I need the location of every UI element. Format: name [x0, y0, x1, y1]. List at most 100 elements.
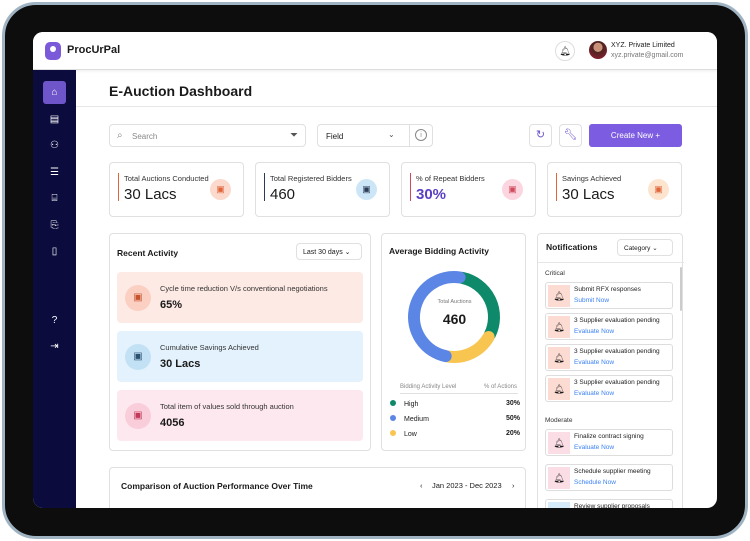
notification-item: 🔔︎ Submit RFX responses Submit Now: [545, 282, 673, 309]
divider: [400, 393, 518, 394]
stat-label: % of Repeat Bidders: [416, 174, 485, 183]
chevron-down-icon: ⌄: [344, 249, 351, 256]
bell-icon: 🔔︎: [548, 347, 570, 369]
bell-icon: 🔔︎: [548, 432, 570, 454]
range-select[interactable]: Last 30 days ⌄: [296, 243, 362, 260]
document-icon[interactable]: ▯: [51, 246, 58, 257]
bell-icon: 🔔︎: [548, 316, 570, 338]
image-icon: ▣: [648, 179, 669, 200]
stat-value: 30%: [416, 186, 447, 203]
notification-item: 🔔︎ 3 Supplier evaluation pending Evaluate …: [545, 344, 673, 371]
legend-label: Low: [404, 431, 417, 438]
scrollbar[interactable]: [680, 267, 682, 311]
notification-action-link[interactable]: Evaluate Now: [574, 444, 615, 451]
legend-percent: 50%: [505, 415, 520, 422]
activity-value: 4056: [160, 417, 185, 429]
panel-title: Notifications: [546, 242, 598, 252]
stat-card: Total Auctions Conducted 30 Lacs ▣: [109, 162, 244, 217]
section-label: Moderate: [545, 417, 573, 424]
settings-button[interactable]: 🔧︎: [559, 124, 582, 147]
store-icon[interactable]: ⌸: [51, 193, 58, 204]
logout-icon[interactable]: ⇥: [50, 341, 59, 352]
image-icon: ▣: [210, 179, 231, 200]
refresh-icon: ↻: [535, 129, 546, 141]
legend-row: Low 20%: [390, 430, 520, 438]
donut-segment-low[interactable]: [442, 331, 495, 363]
comparison-panel: Comparison of Auction Performance Over T…: [109, 467, 526, 508]
legend-dot: [390, 430, 396, 436]
home-icon[interactable]: ⌂: [43, 81, 66, 104]
accent-bar: [556, 173, 557, 201]
field-select[interactable]: Field ⌄ i: [317, 124, 433, 147]
user-email: xyz.private@gmail.com: [611, 52, 684, 59]
notification-action-link[interactable]: Evaluate Now: [574, 390, 615, 397]
notification-title: Submit RFX responses: [574, 286, 641, 293]
accent-bar: [410, 173, 411, 201]
notification-action-link[interactable]: Evaluate Now: [574, 328, 615, 335]
sidebar: ⌂ ▤ ⚇ ☰ ⌸ ⎘ ▯ ? ⇥: [33, 70, 76, 508]
notification-title: 3 Supplier evaluation pending: [574, 348, 660, 355]
search-icon: ⌕: [117, 130, 123, 141]
legend-percent: 30%: [505, 400, 520, 407]
field-label: Field: [326, 132, 344, 141]
legend-percent: 20%: [505, 430, 520, 437]
brand-name: ProcUrPal: [67, 44, 121, 56]
chevron-left-icon[interactable]: ‹: [420, 481, 423, 490]
legend-row: Medium 50%: [390, 415, 520, 423]
info-icon[interactable]: i: [415, 129, 427, 141]
average-bidding-panel: Average Bidding Activity Total Auctions …: [381, 233, 526, 451]
chevron-right-icon[interactable]: ›: [512, 481, 515, 490]
page-title: E-Auction Dashboard: [109, 83, 253, 99]
column-header: % of Actions: [483, 384, 517, 390]
panel-title: Recent Activity: [117, 248, 179, 258]
image-icon: ▣: [356, 179, 377, 200]
column-header: Bidding Activity Level: [400, 384, 457, 390]
legend-dot: [390, 415, 396, 421]
divider: [409, 125, 410, 146]
donut-center-value: 460: [442, 311, 467, 327]
search-input[interactable]: ⌕ Search ⏷: [109, 124, 306, 147]
notification-action-link[interactable]: Submit Now: [574, 297, 610, 304]
notification-action-link[interactable]: Evaluate Now: [574, 359, 615, 366]
notification-title: 3 Supplier evaluation pending: [574, 317, 660, 324]
bell-icon: 🔔︎: [548, 285, 570, 307]
avatar[interactable]: [589, 41, 607, 59]
chart-icon: ▣: [125, 285, 151, 311]
activity-label: Total item of values sold through auctio…: [160, 402, 294, 411]
stat-label: Total Registered Bidders: [270, 174, 352, 183]
notification-title: Finalize contract signing: [574, 433, 644, 440]
stat-label: Total Auctions Conducted: [124, 174, 209, 183]
refresh-button[interactable]: ↻: [529, 124, 552, 147]
bell-icon: 🔔︎: [548, 502, 570, 508]
accent-bar: [118, 173, 119, 201]
users-icon[interactable]: ⚇: [50, 140, 59, 151]
range-label: Last 30 days: [303, 249, 343, 256]
category-select[interactable]: Category ⌄: [617, 239, 673, 256]
top-header: ProcUrPal 🔔︎ XYZ. Private Limited xyz.pr…: [33, 32, 717, 70]
bell-icon: 🔔︎: [548, 378, 570, 400]
donut-center-label: Total Auctions: [437, 299, 472, 305]
messages-icon[interactable]: ☰: [50, 167, 59, 178]
help-icon[interactable]: ?: [51, 315, 58, 326]
donut-segment-high[interactable]: [456, 271, 500, 341]
notification-title: 3 Supplier evaluation pending: [574, 379, 660, 386]
donut-segment-medium[interactable]: [408, 271, 466, 363]
activity-label: Cycle time reduction V/s conventional ne…: [160, 284, 328, 293]
legend-row: High 30%: [390, 400, 520, 408]
notifications-panel: Notifications Category ⌄ Critical Modera…: [537, 233, 684, 508]
notification-action-link[interactable]: Schedule Now: [574, 479, 616, 486]
notification-item: 🔔︎ 3 Supplier evaluation pending Evaluate …: [545, 313, 673, 340]
search-placeholder: Search: [132, 132, 158, 141]
layout-icon[interactable]: ▤: [49, 114, 60, 125]
chevron-down-icon: ⌄: [652, 245, 658, 252]
filter-icon[interactable]: ⏷: [290, 130, 298, 141]
activity-item: ▣ Total item of values sold through aucti…: [117, 390, 363, 441]
bell-icon: 🔔︎: [548, 467, 570, 489]
date-range: Jan 2023 - Dec 2023: [432, 481, 502, 490]
document-search-icon[interactable]: ⎘: [50, 220, 59, 231]
create-new-button[interactable]: Create New +: [589, 124, 682, 147]
bell-icon[interactable]: 🔔︎: [555, 41, 575, 61]
notification-item: 🔔︎ Finalize contract signing Evaluate Now: [545, 429, 673, 456]
stat-value: 30 Lacs: [562, 186, 615, 203]
panel-title: Average Bidding Activity: [389, 246, 489, 256]
